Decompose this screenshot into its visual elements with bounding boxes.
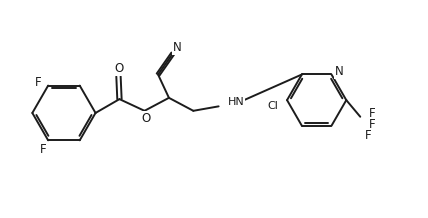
Text: F: F <box>365 129 372 142</box>
Text: Cl: Cl <box>268 101 279 111</box>
Text: N: N <box>173 41 182 54</box>
Text: F: F <box>40 143 47 156</box>
Text: O: O <box>115 62 124 75</box>
Text: F: F <box>369 107 375 120</box>
Text: F: F <box>35 76 42 89</box>
Text: F: F <box>369 118 375 131</box>
Text: O: O <box>141 112 150 125</box>
Text: N: N <box>335 65 344 78</box>
Text: HN: HN <box>228 97 244 107</box>
